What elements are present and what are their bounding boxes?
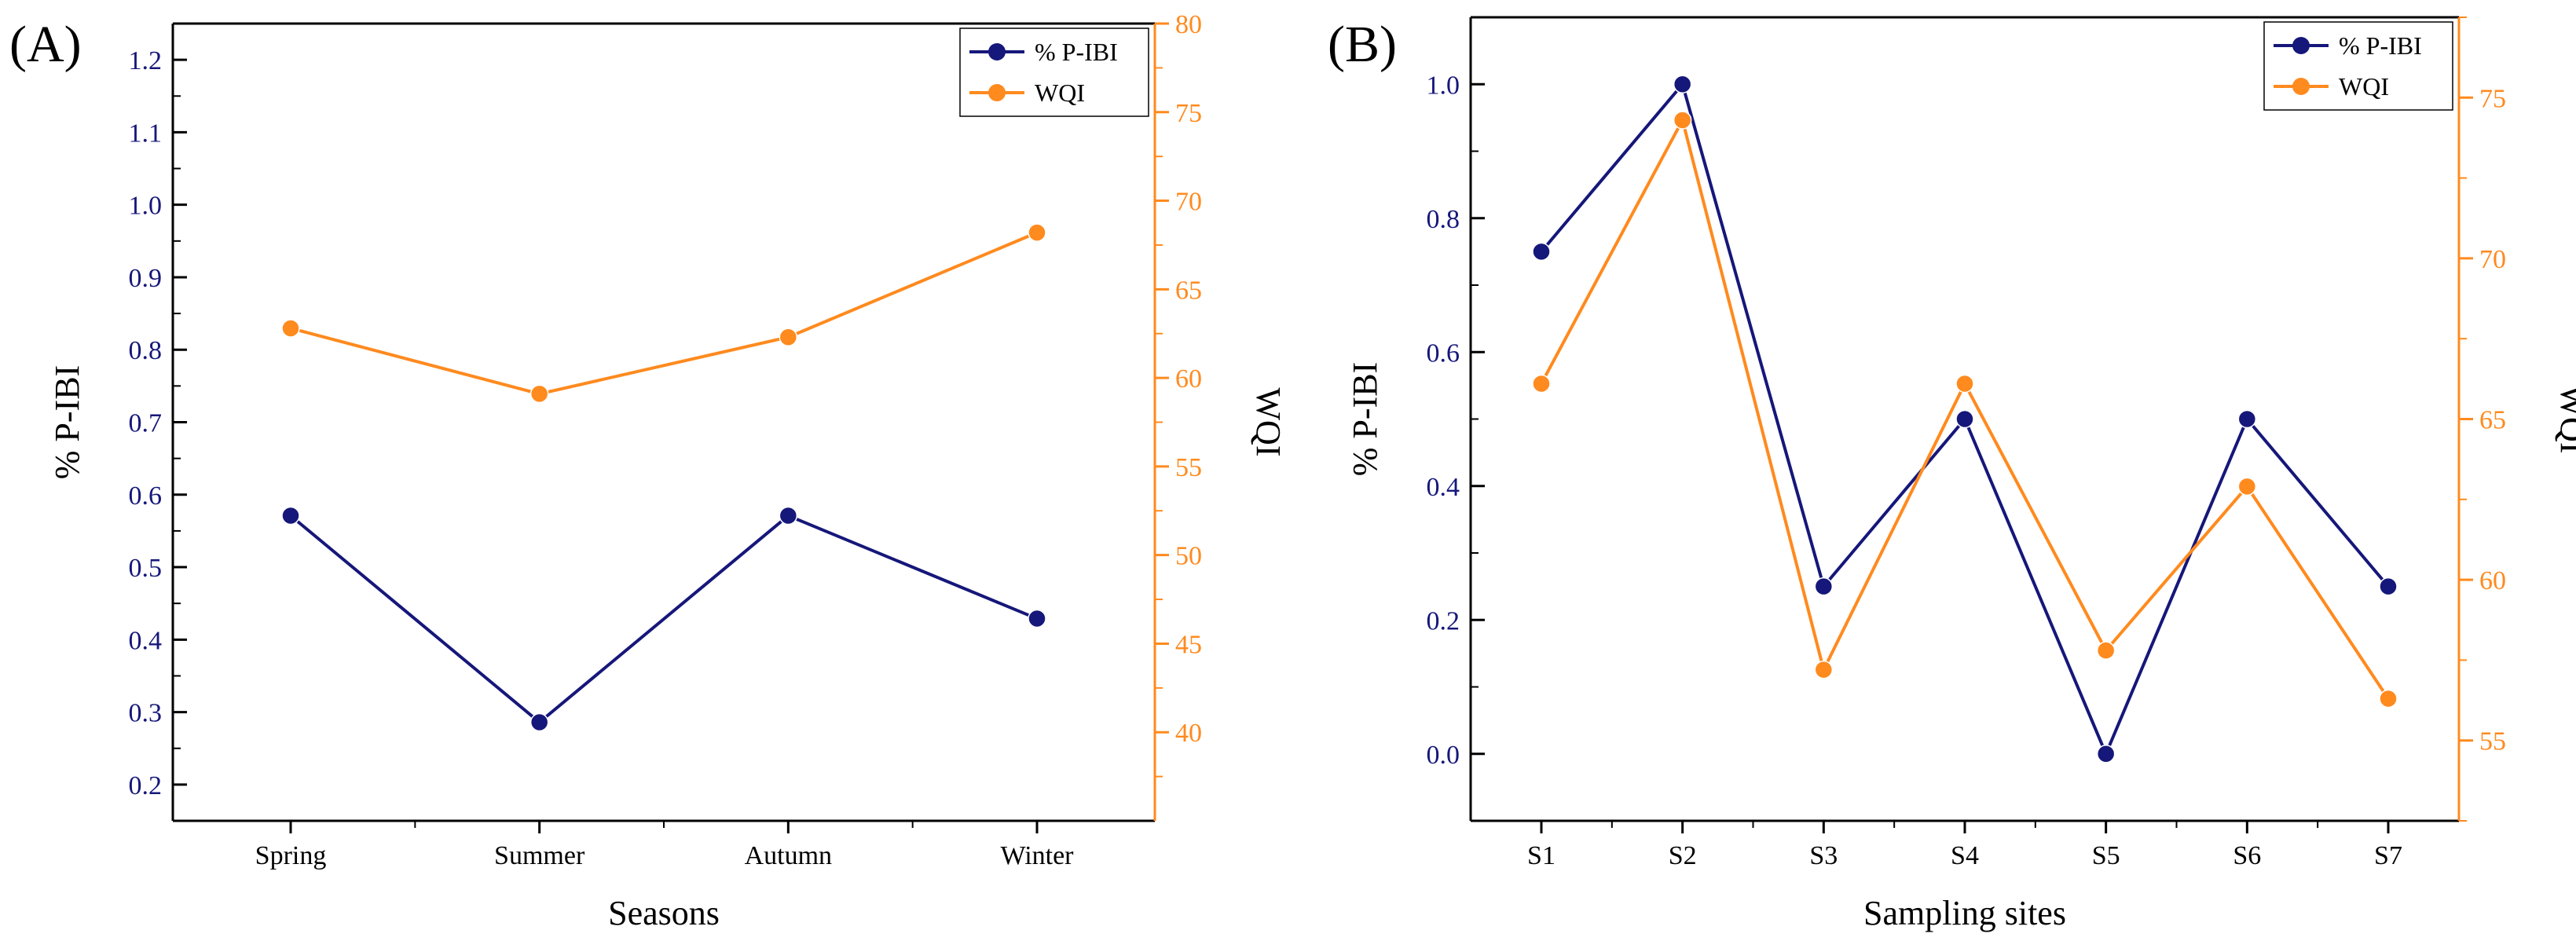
left-tick-label: 0.6 (1427, 339, 1460, 368)
legend-label-pibi: % P-IBI (2339, 31, 2422, 60)
right-tick-label: 80 (1175, 10, 1202, 39)
data-point-pibi (2096, 745, 2116, 763)
left-tick-label: 0.4 (129, 626, 163, 655)
series-line-wqi (290, 231, 1038, 396)
panel-a: (A) 0.2 0.3 0.4 0.5 0.6 0.7 0.8 0.9 1.0 1.1 1.2 40 45… (9, 10, 1288, 932)
y-right-axis-title: WQI (2553, 385, 2576, 454)
y-left-axis-title: % P-IBI (1346, 362, 1384, 476)
series-line-pibi (289, 514, 1038, 725)
data-point-wqi (529, 384, 549, 404)
legend-label-pibi: % P-IBI (1035, 38, 1118, 66)
right-tick-label: 60 (2479, 566, 2506, 595)
data-point-wqi (2237, 477, 2257, 496)
left-tick-label: 0.4 (1427, 473, 1460, 502)
data-point-pibi (779, 506, 798, 525)
series-line-wqi (1540, 115, 2390, 700)
legend-marker-wqi (988, 84, 1006, 101)
right-tick-label: 55 (2479, 727, 2506, 756)
x-axis-title: Seasons (608, 894, 720, 932)
data-point-wqi (1673, 111, 1692, 130)
left-tick-label: 0.2 (129, 771, 163, 800)
data-point-pibi (281, 506, 300, 525)
x-tick-label: S7 (2374, 841, 2402, 870)
right-tick-label: 70 (2479, 245, 2506, 274)
legend-box (959, 27, 1149, 117)
x-tick-label: Spring (255, 841, 327, 870)
x-tick-label: Autumn (745, 841, 832, 870)
left-tick-label: 1.0 (1427, 71, 1460, 100)
data-point-pibi (1955, 409, 1974, 429)
left-tick-label: 0.8 (1427, 205, 1460, 234)
data-point-wqi (2096, 641, 2116, 660)
panel-label: (B) (1328, 16, 1397, 73)
left-tick-label: 0.9 (129, 264, 163, 293)
left-tick-label: 1.2 (129, 46, 163, 75)
right-tick-label: 75 (1175, 99, 1202, 128)
legend-label-wqi: WQI (2339, 72, 2389, 101)
left-tick-label: 0.5 (129, 554, 163, 583)
left-tick-label: 0.7 (129, 409, 163, 438)
right-tick-label: 40 (1175, 719, 1202, 748)
x-tick-label: Winter (1000, 841, 1074, 870)
x-tick-label: S3 (1809, 841, 1838, 870)
data-point-wqi (1814, 660, 1834, 679)
x-tick-label: Summer (494, 841, 585, 870)
panel-b: (B) 0.0 0.2 0.4 0.6 0.8 1.0 55 60 65 70 75 S1 S2 S3 S4 S… (1328, 16, 2576, 932)
right-tick-label: 65 (2479, 406, 2506, 435)
data-point-wqi (1532, 374, 1551, 394)
right-tick-label: 50 (1175, 542, 1202, 571)
x-tick-label: S6 (2233, 841, 2261, 870)
y-left-axis-title: % P-IBI (48, 365, 86, 479)
right-tick-label: 65 (1175, 276, 1202, 305)
left-tick-label: 0.0 (1427, 741, 1460, 770)
legend-marker-pibi (2292, 37, 2310, 54)
data-point-wqi (779, 328, 798, 346)
legend-box (2263, 21, 2453, 111)
data-point-wqi (1028, 223, 1046, 242)
legend-marker-pibi (988, 43, 1006, 60)
left-tick-label: 0.8 (129, 336, 163, 365)
x-tick-label: S4 (1951, 841, 1979, 870)
y-right-axis-title: WQI (1249, 388, 1288, 457)
right-tick-label: 55 (1175, 453, 1202, 482)
x-tick-label: S5 (2092, 841, 2120, 870)
x-tick-label: S1 (1527, 841, 1555, 870)
left-tick-label: 0.2 (1427, 606, 1460, 635)
x-tick-label: S2 (1669, 841, 1697, 870)
data-point-pibi (1673, 75, 1692, 93)
right-tick-label: 60 (1175, 364, 1202, 394)
right-tick-label: 75 (2479, 84, 2506, 113)
left-tick-label: 0.3 (129, 699, 163, 728)
data-point-wqi (2379, 689, 2398, 708)
left-tick-label: 1.0 (129, 192, 163, 221)
legend-marker-wqi (2292, 78, 2310, 95)
panel-label: (A) (9, 16, 82, 73)
x-axis-title: Sampling sites (1863, 894, 2066, 932)
right-tick-label: 45 (1175, 630, 1202, 659)
data-point-wqi (281, 319, 300, 338)
data-point-pibi (1532, 242, 1551, 262)
data-point-pibi (1814, 577, 1834, 596)
data-point-pibi (2379, 577, 2398, 596)
right-tick-label: 70 (1175, 188, 1202, 217)
data-point-wqi (1955, 374, 1974, 394)
data-point-pibi (529, 712, 549, 732)
left-tick-label: 1.1 (129, 119, 163, 148)
data-point-pibi (1028, 609, 1046, 628)
data-point-pibi (2237, 409, 2257, 429)
left-tick-label: 0.6 (129, 481, 163, 511)
legend-label-wqi: WQI (1035, 79, 1085, 107)
